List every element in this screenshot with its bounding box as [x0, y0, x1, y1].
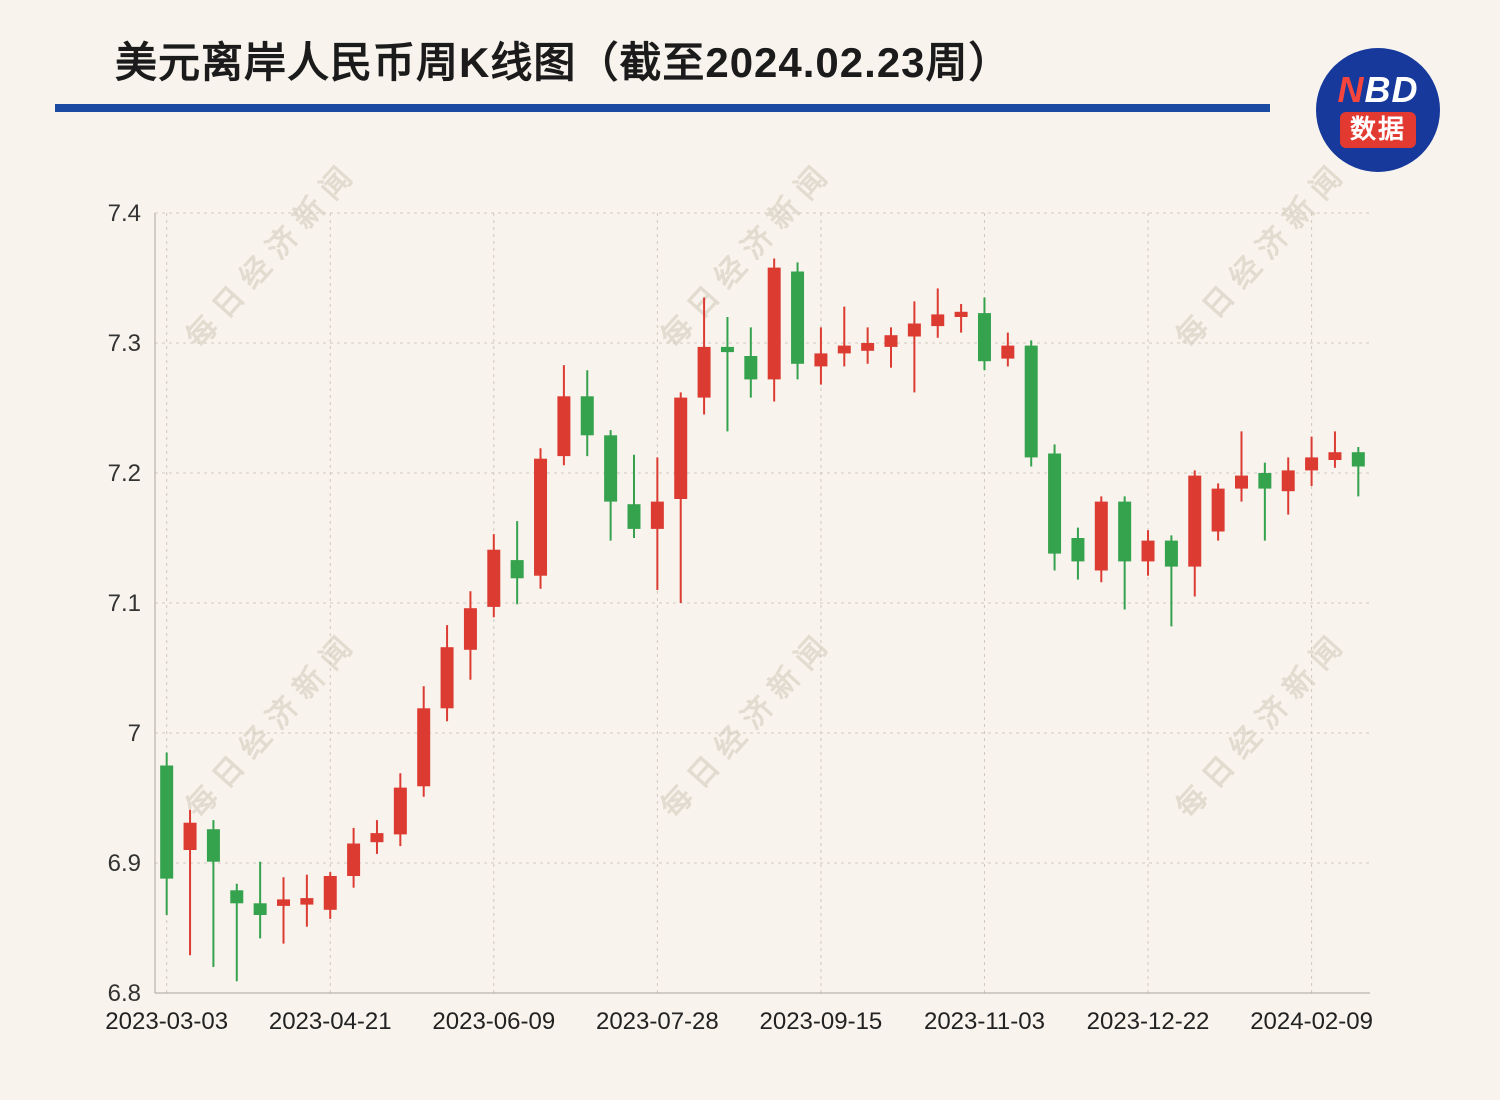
svg-text:2023-11-03: 2023-11-03: [924, 1008, 1045, 1035]
kline-chart: 6.8 6.9 7 7.1 7.2 7.3 7.4 2023-03-03 2023-04-21 2…: [40, 200, 1385, 1050]
svg-text:2024-02-09: 2024-02-09: [1250, 1008, 1373, 1035]
svg-text:2023-07-28: 2023-07-28: [596, 1008, 719, 1035]
title-underline: [55, 104, 1270, 113]
svg-text:7.3: 7.3: [108, 330, 141, 357]
svg-text:2023-09-15: 2023-09-15: [760, 1008, 883, 1035]
svg-text:7: 7: [128, 720, 141, 747]
svg-text:2023-04-21: 2023-04-21: [269, 1008, 392, 1035]
nbd-logo: NBD 数据: [1318, 50, 1438, 170]
svg-text:2023-03-03: 2023-03-03: [105, 1008, 228, 1035]
chart-header: 美元离岸人民币周K线图（截至2024.02.23周）: [55, 38, 1270, 113]
svg-text:7.1: 7.1: [108, 590, 141, 617]
page-title: 美元离岸人民币周K线图（截至2024.02.23周）: [115, 39, 1012, 86]
nbd-logo-badge: 数据: [1339, 112, 1416, 148]
svg-text:6.8: 6.8: [108, 980, 141, 1007]
svg-text:2023-12-22: 2023-12-22: [1087, 1008, 1210, 1035]
kline-canvas: 6.8 6.9 7 7.1 7.2 7.3 7.4 2023-03-03 2023-04-21 2…: [105, 200, 1373, 1035]
svg-text:6.9: 6.9: [108, 850, 141, 877]
svg-text:2023-06-09: 2023-06-09: [432, 1008, 555, 1035]
svg-text:7.2: 7.2: [108, 460, 141, 487]
svg-text:7.4: 7.4: [108, 200, 141, 227]
nbd-logo-n: N: [1337, 69, 1365, 111]
nbd-logo-text: NBD: [1338, 72, 1419, 108]
nbd-logo-bd: BD: [1364, 69, 1419, 111]
